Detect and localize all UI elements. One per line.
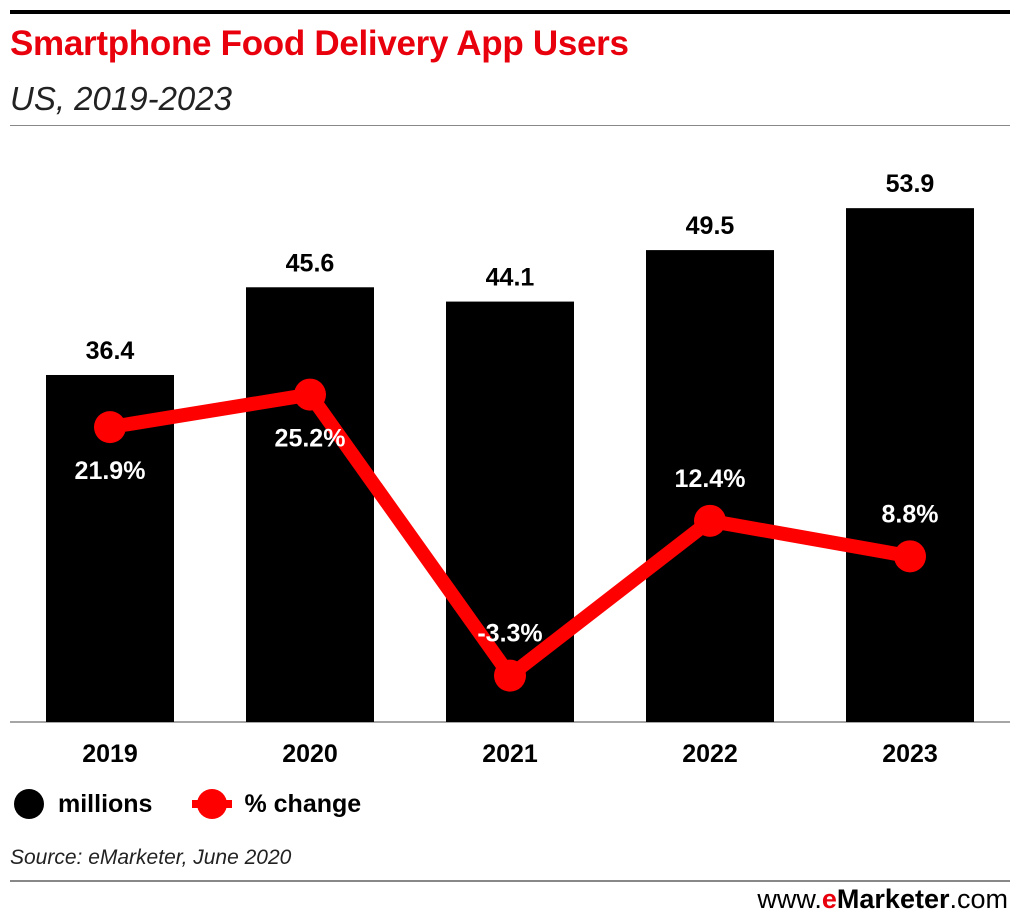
change-label-2021: -3.3%	[477, 620, 542, 648]
bar-value-label-2019: 36.4	[86, 337, 135, 365]
chart-subtitle: US, 2019-2023	[10, 80, 232, 117]
legend: millions % change	[14, 786, 401, 822]
bar-value-label-2020: 45.6	[286, 249, 335, 277]
legend-line-marker	[192, 789, 233, 819]
change-point-2020	[294, 378, 326, 411]
change-label-2022: 12.4%	[675, 465, 746, 493]
x-tick-label-2019: 2019	[82, 740, 138, 768]
legend-item-millions: millions	[14, 789, 152, 819]
chart: 36.4 45.6 44.1 49.5 53.9 21.9% 25.2% -3.3% 12.4…	[10, 170, 1010, 768]
change-label-2020: 25.2%	[275, 425, 346, 453]
bar-2020	[246, 287, 374, 722]
change-point-2019	[94, 411, 126, 444]
change-point-2022	[694, 504, 726, 537]
change-label-2023: 8.8%	[882, 500, 939, 528]
bar-2023	[846, 208, 974, 723]
top-rule	[10, 10, 1010, 14]
brand-name: Marketer	[836, 884, 950, 914]
legend-bar-marker	[14, 789, 44, 819]
change-label-2019: 21.9%	[75, 457, 146, 485]
brand-url: www.eMarketer.com	[757, 884, 1008, 915]
bar-value-label-2021: 44.1	[486, 264, 535, 292]
bar-2022	[646, 250, 774, 722]
bars-layer	[46, 208, 974, 723]
bar-value-label-2023: 53.9	[886, 170, 935, 198]
bottom-rule	[10, 880, 1010, 882]
legend-line-dot	[197, 789, 228, 819]
change-point-2023	[894, 540, 926, 573]
legend-label-change: % change	[244, 789, 362, 818]
chart-title: Smartphone Food Delivery App Users	[10, 24, 629, 63]
legend-label-millions: millions	[58, 789, 153, 818]
bar-value-label-2022: 49.5	[686, 212, 735, 240]
x-tick-label-2022: 2022	[682, 740, 738, 768]
subtitle-rule	[10, 125, 1010, 126]
tick-layer: 2019 2020 2021 2022 2023	[82, 740, 938, 768]
x-tick-label-2023: 2023	[882, 740, 938, 768]
x-tick-label-2020: 2020	[282, 740, 338, 768]
x-tick-label-2021: 2021	[482, 740, 538, 768]
point-labels-layer: 21.9% 25.2% -3.3% 12.4% 8.8%	[75, 425, 939, 648]
line-layer	[94, 378, 926, 692]
change-point-2021	[494, 659, 526, 692]
brand-prefix: www.	[757, 884, 822, 914]
legend-item-change: % change	[192, 789, 361, 819]
bar-labels-layer: 36.4 45.6 44.1 49.5 53.9	[86, 170, 935, 365]
source-note: Source: eMarketer, June 2020	[10, 846, 292, 869]
brand-suffix: .com	[949, 884, 1008, 914]
brand-e: e	[821, 884, 837, 914]
bar-2021	[446, 301, 574, 722]
